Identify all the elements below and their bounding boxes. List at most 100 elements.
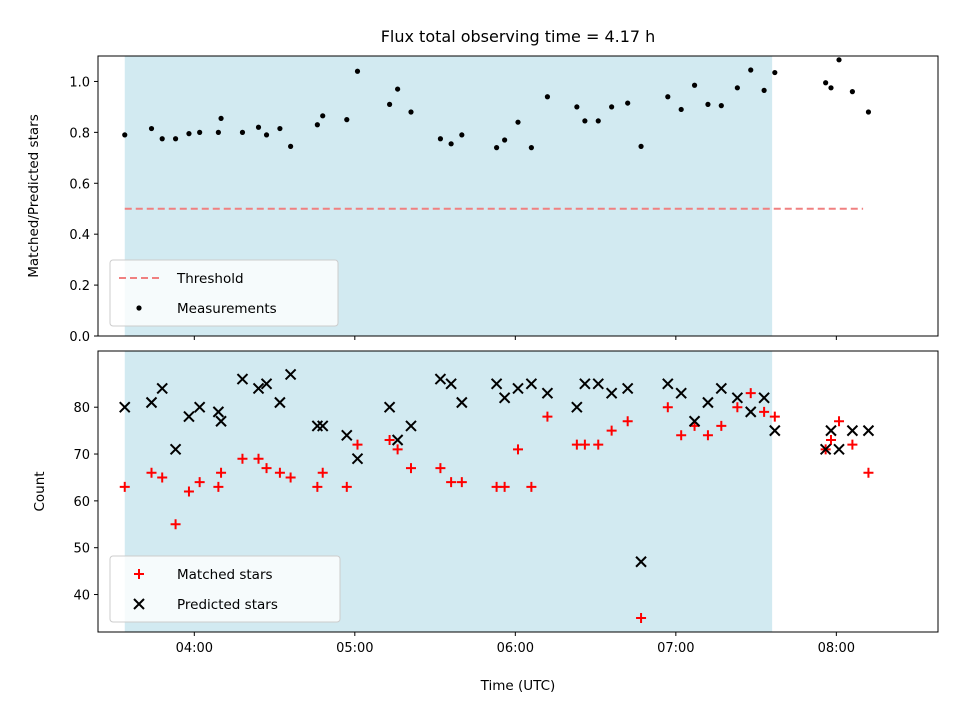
measurement-point	[515, 119, 521, 125]
x-axis-label: Time (UTC)	[480, 678, 556, 694]
predicted-stars-point	[169, 443, 182, 456]
predicted-stars-point	[621, 382, 634, 395]
measurement-point	[761, 87, 767, 93]
measurement-point	[354, 68, 361, 74]
y-axis-label: Count	[32, 471, 48, 511]
predicted-stars-point	[702, 396, 714, 409]
y-tick-label: 80	[73, 401, 90, 416]
predicted-stars-point	[579, 378, 591, 390]
measurement-point	[386, 101, 393, 107]
measurement-point	[255, 124, 262, 130]
chart-title: Flux total observing time = 4.17 h	[381, 27, 656, 46]
measurement-point	[437, 136, 444, 142]
measurement-point	[344, 117, 350, 123]
measurement-point	[277, 125, 283, 132]
matched-stars-point	[237, 453, 248, 464]
measurement-point	[718, 103, 724, 109]
predicted-stars-point	[862, 424, 875, 437]
predicted-stars-point	[383, 401, 396, 413]
measurement-point	[772, 69, 778, 76]
x-tick-label: 06:00	[497, 641, 534, 656]
x-tick-label: 04:00	[176, 641, 213, 656]
y-tick-label: 60	[73, 495, 90, 510]
measurement-point	[502, 137, 508, 143]
matched-stars-point	[213, 481, 224, 492]
predicted-stars-point	[145, 396, 158, 409]
predicted-stars-point	[215, 415, 227, 427]
predicted-stars-point	[745, 406, 757, 418]
matched-stars-point	[352, 439, 363, 450]
measurement-point	[288, 143, 294, 149]
predicted-stars-point	[635, 556, 647, 568]
x-tick-label: 05:00	[336, 641, 373, 656]
predicted-stars-point	[156, 382, 168, 395]
matched-stars-point	[392, 444, 403, 455]
measurement-point	[528, 145, 534, 151]
measurement-point	[459, 132, 465, 138]
predicted-stars-point	[715, 382, 728, 395]
predicted-stars-point	[341, 429, 353, 442]
matched-stars-point	[194, 477, 205, 488]
predicted-stars-point	[119, 401, 131, 413]
predicted-stars-point	[317, 420, 329, 432]
y-tick-label: 0.0	[69, 330, 90, 345]
measurement-point	[609, 104, 615, 110]
measurement-point	[574, 104, 580, 110]
measurement-point	[595, 118, 601, 124]
predicted-stars-point	[351, 453, 364, 465]
measurement-point	[582, 118, 588, 124]
matched-stars-point	[312, 481, 323, 492]
predicted-stars-point	[541, 387, 554, 399]
matched-stars-point	[341, 481, 352, 492]
legend-label: Threshold	[176, 271, 244, 287]
measurement-point	[828, 85, 834, 91]
measurement-point	[448, 141, 454, 147]
predicted-stars-point	[490, 378, 503, 390]
matched-stars-point	[716, 420, 727, 431]
legend-predicted-marker	[133, 598, 145, 610]
measurement-point	[197, 129, 203, 135]
predicted-stars-point	[688, 415, 701, 427]
predicted-stars-point	[183, 410, 195, 423]
measurement-point	[705, 101, 711, 107]
legend-label: Predicted stars	[177, 597, 278, 613]
measurement-point	[159, 136, 165, 142]
predicted-stars-point	[252, 382, 265, 395]
measurement-point	[263, 132, 270, 138]
predicted-stars-point	[274, 396, 286, 409]
predicted-stars-point	[605, 387, 618, 399]
count-panel: 40 50 60 70 80 04:00 05:00 06:00 07:00 08:00 Count…	[32, 350, 939, 656]
legend-box	[109, 555, 341, 623]
measurement-point	[215, 129, 221, 135]
measurement-point	[395, 86, 401, 92]
matched-stars-point	[636, 612, 647, 623]
matched-stars-point	[702, 430, 713, 441]
measurement-point	[849, 89, 855, 95]
predicted-stars-point	[592, 378, 604, 390]
matched-stars-point	[863, 467, 874, 478]
y-tick-label: 1.0	[69, 75, 90, 90]
predicted-stars-point	[260, 378, 273, 390]
measurement-point	[836, 57, 842, 63]
matched-stars-point	[253, 453, 264, 464]
predicted-stars-point	[193, 401, 206, 413]
predicted-stars-point	[662, 378, 674, 390]
matched-stars-point	[513, 444, 523, 455]
measurement-point	[544, 94, 551, 100]
matched-stars-point	[579, 439, 590, 450]
predicted-stars-point	[212, 406, 225, 418]
measurement-point	[748, 67, 754, 73]
matched-stars-point	[446, 477, 457, 488]
y-axis-label: Matched/Predicted stars	[26, 114, 42, 277]
matched-stars-point	[119, 481, 130, 492]
legend-box	[109, 259, 339, 327]
matched-stars-point	[825, 434, 836, 445]
matched-stars-point	[542, 411, 553, 422]
matched-stars-point	[405, 463, 416, 474]
measurement-point	[734, 85, 740, 91]
predicted-stars-point	[731, 392, 744, 404]
predicted-stars-point	[498, 392, 511, 404]
x-tick-label: 07:00	[657, 641, 694, 656]
y-tick-label: 0.8	[69, 126, 90, 141]
predicted-stars-point	[758, 392, 770, 404]
